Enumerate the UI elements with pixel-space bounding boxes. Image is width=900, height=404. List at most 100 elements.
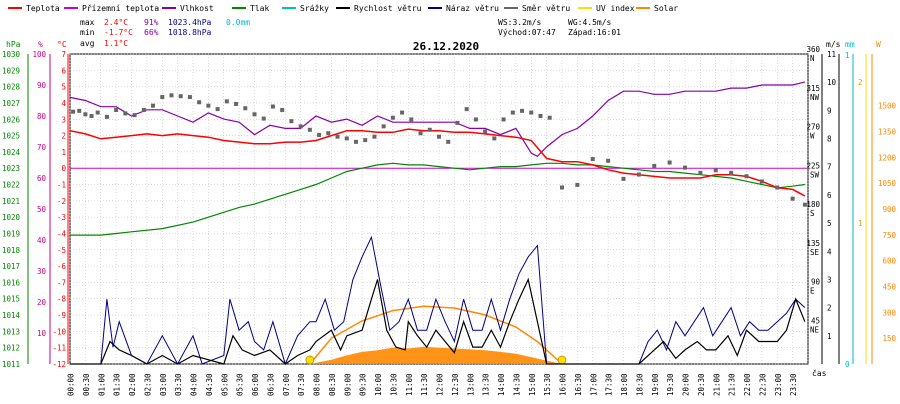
stat-max-temp: 2.4°C <box>104 18 128 27</box>
x-tick-label: 02:00 <box>128 373 137 396</box>
axis-unit-temperature: °C <box>57 40 67 49</box>
wind-direction-point <box>344 136 349 141</box>
tick-label-wind: 7 <box>827 163 832 172</box>
tick-label-direction-cardinal: SE <box>810 248 820 257</box>
tick-label-humidity: 100 <box>32 50 46 59</box>
x-tick-label: 05:00 <box>220 373 229 396</box>
x-tick-label: 05:30 <box>236 373 245 396</box>
wind-direction-point <box>446 139 451 144</box>
wind-direction-point <box>252 112 257 117</box>
tick-label-pressure: 1011 <box>2 360 20 369</box>
wind-direction-point <box>606 158 611 163</box>
tick-label-pressure: 1015 <box>2 295 20 304</box>
tick-label-direction-cardinal: NE <box>810 325 820 334</box>
wind-direction-point <box>590 157 595 162</box>
x-tick-label: 15:30 <box>543 373 552 396</box>
wind-direction-point <box>744 174 749 179</box>
wind-direction-point <box>280 107 285 112</box>
series-line-wind <box>70 277 806 365</box>
x-tick-label: 18:00 <box>620 373 629 396</box>
x-tick-label: 03:00 <box>159 373 168 396</box>
wind-direction-point <box>151 103 156 108</box>
tick-label-pressure: 1030 <box>2 50 21 59</box>
x-tick-label: 23:00 <box>774 373 783 396</box>
wind-direction-point <box>529 110 534 115</box>
tick-label-temperature: -1 <box>57 181 66 190</box>
wind-direction-point <box>289 119 294 124</box>
tick-label-pressure: 1024 <box>2 148 21 157</box>
x-tick-label: 19:00 <box>651 373 660 396</box>
tick-label-uv: 1 <box>858 219 863 228</box>
legend-label: Rychlost větru <box>354 4 422 13</box>
wind-direction-point <box>802 202 807 207</box>
tick-label-pressure: 1025 <box>2 132 20 141</box>
tick-label-wind: 8 <box>827 135 832 144</box>
wind-direction-point <box>483 129 488 134</box>
x-tick-label: 04:30 <box>205 373 214 396</box>
tick-label-direction: 225 <box>806 161 820 170</box>
wind-direction-point <box>713 168 718 173</box>
x-tick-label: 15:00 <box>528 373 537 396</box>
legend-label: Srážky <box>300 4 329 13</box>
series-line-hum <box>69 81 806 158</box>
x-tick-label: 07:00 <box>282 373 291 396</box>
wind-direction-point <box>652 163 657 168</box>
x-axis-label: čas <box>812 368 827 378</box>
tick-label-solar: 750 <box>882 231 896 240</box>
wind-direction-point <box>372 134 377 139</box>
x-tick-label: 21:00 <box>712 373 721 396</box>
wind-direction-point <box>473 117 478 122</box>
x-tick-label: 10:00 <box>374 373 383 396</box>
x-tick-label: 01:00 <box>97 373 106 396</box>
x-tick-label: 14:00 <box>497 373 506 396</box>
wind-direction-point <box>759 179 764 184</box>
wind-direction-point <box>83 112 88 117</box>
wind-direction-point <box>400 110 405 115</box>
tick-label-temperature: 5 <box>61 83 66 92</box>
series-line-press <box>70 162 805 236</box>
tick-label-pressure: 1023 <box>2 164 20 173</box>
tick-label-uv: 2 <box>858 78 863 87</box>
tick-label-temperature: 4 <box>61 99 66 108</box>
axis-unit-solar: W <box>876 40 881 49</box>
x-tick-label: 02:30 <box>143 373 152 396</box>
stat-avg-temp: 1.1°C <box>104 39 128 48</box>
tick-label-temperature: -11 <box>52 344 66 353</box>
tick-label-temperature: 7 <box>61 50 66 59</box>
wind-direction-point <box>520 108 525 113</box>
wind-direction-point <box>353 139 358 144</box>
tick-label-humidity: 90 <box>37 81 47 90</box>
x-tick-label: 13:00 <box>466 373 475 396</box>
uv-marker <box>305 355 315 365</box>
tick-label-temperature: 0 <box>61 164 66 173</box>
tick-label-wind: 5 <box>827 219 832 228</box>
tick-label-solar: 1500 <box>878 102 897 111</box>
tick-label-direction: 270 <box>806 123 820 132</box>
wind-direction-point <box>560 185 564 190</box>
stat-max-rain: 0.0mm <box>226 18 250 27</box>
x-tick-label: 22:30 <box>758 373 767 396</box>
axis-unit-rain: mm <box>845 40 855 49</box>
wind-direction-point <box>455 120 460 125</box>
tick-label-pressure: 1027 <box>2 99 20 108</box>
wind-direction-point <box>169 93 174 98</box>
wind-direction-point <box>418 131 423 136</box>
x-tick-label: 19:30 <box>666 373 675 396</box>
x-tick-label: 16:00 <box>559 373 568 396</box>
tick-label-direction: 45 <box>811 316 820 325</box>
tick-label-pressure: 1029 <box>2 66 20 75</box>
x-tick-label: 23:30 <box>789 373 798 396</box>
stat-min-temp: -1.7°C <box>104 28 133 37</box>
stat-min-press: 1018.8hPa <box>168 28 212 37</box>
wind-direction-point <box>307 127 312 132</box>
tick-label-humidity: 70 <box>37 143 47 152</box>
wind-direction-point <box>698 170 703 175</box>
stat-max-press: 1023.4hPa <box>168 18 212 27</box>
tick-label-direction-cardinal: S <box>810 209 815 218</box>
tick-label-solar: 1350 <box>878 128 897 137</box>
tick-label-pressure: 1012 <box>2 344 20 353</box>
tick-label-direction: 180 <box>806 200 820 209</box>
wind-direction-point <box>224 99 229 104</box>
tick-label-pressure: 1016 <box>2 278 21 287</box>
wind-direction-point <box>363 138 368 143</box>
